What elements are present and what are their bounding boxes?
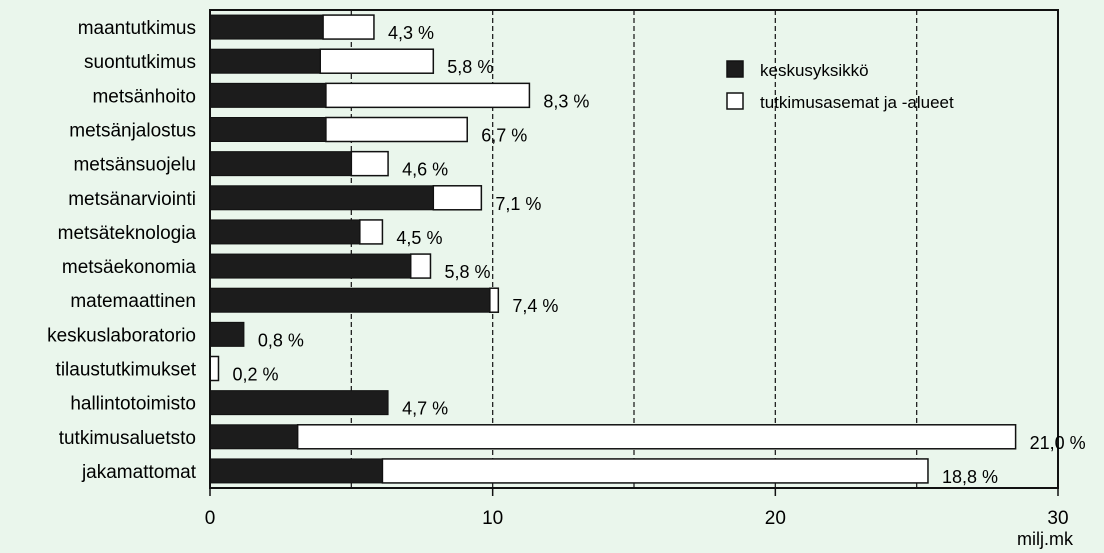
category-label: hallintotoimisto xyxy=(70,394,196,415)
bar-segment-keskusyksikko xyxy=(209,219,361,245)
data-label: 21,0 % xyxy=(1030,433,1086,453)
category-label: jakamattomat xyxy=(81,462,197,483)
bar-segment-keskusyksikko xyxy=(209,185,434,211)
plot-frame xyxy=(209,9,1059,489)
bar-segment-keskusyksikko xyxy=(209,14,324,40)
category-label: metsänarviointi xyxy=(68,189,196,210)
bar-segment-keskusyksikko xyxy=(209,82,327,108)
data-label: 7,1 % xyxy=(495,194,541,214)
bar-segment-keskusyksikko xyxy=(209,253,412,279)
x-tick-label: 30 xyxy=(1047,508,1068,529)
legend: keskusyksikkö tutkimusasemat ja -alueet xyxy=(726,60,954,112)
bar-segment-tutkimusasemat xyxy=(359,219,384,245)
bar-segment-keskusyksikko xyxy=(209,321,245,347)
legend-swatch-tutkimusasemat xyxy=(726,92,744,110)
x-axis: 0 10 20 30 xyxy=(205,488,1069,529)
data-label: 4,3 % xyxy=(388,23,434,43)
data-label: 5,8 % xyxy=(444,262,490,282)
data-label: 0,8 % xyxy=(258,330,304,350)
bar-segment-keskusyksikko xyxy=(209,424,299,450)
bar-segment-tutkimusasemat xyxy=(350,150,389,177)
bar-segment-tutkimusasemat xyxy=(325,82,531,109)
bar-segment-tutkimusasemat xyxy=(319,48,435,74)
x-axis-unit-label: milj.mk xyxy=(1017,529,1074,549)
labels-layer: maantutkimus 4,3 % suontutkimus 5,8 % metsän… xyxy=(47,18,1086,487)
data-label: 4,6 % xyxy=(402,160,448,180)
bar-segment-tutkimusasemat xyxy=(381,458,929,484)
data-label: 7,4 % xyxy=(512,296,558,316)
legend-swatch-keskusyksikko xyxy=(726,60,744,78)
category-label: metsänsuojelu xyxy=(73,155,196,176)
data-label: 4,5 % xyxy=(396,228,442,248)
legend-label-keskusyksikko: keskusyksikkö xyxy=(760,61,869,80)
bar-segment-keskusyksikko xyxy=(209,390,389,416)
category-label: keskuslaboratorio xyxy=(47,325,196,346)
bar-segment-tutkimusasemat xyxy=(296,424,1017,450)
data-label: 0,2 % xyxy=(232,365,278,385)
bar-segment-tutkimusasemat xyxy=(325,116,468,143)
category-label: metsäteknologia xyxy=(58,223,197,244)
bar-segment-keskusyksikko xyxy=(209,151,352,177)
category-label: metsäekonomia xyxy=(62,257,197,278)
x-tick-label: 20 xyxy=(765,508,786,529)
bar-segment-keskusyksikko xyxy=(209,287,491,313)
data-label: 6,7 % xyxy=(481,126,527,146)
legend-label-tutkimusasemat: tutkimusasemat ja -alueet xyxy=(760,93,954,112)
bar-segment-tutkimusasemat xyxy=(432,185,483,211)
data-label: 5,8 % xyxy=(447,57,493,77)
bar-segment-tutkimusasemat xyxy=(209,355,220,382)
bar-segment-tutkimusasemat xyxy=(489,287,500,313)
category-label: tilaustutkimukset xyxy=(56,360,197,381)
bars-layer xyxy=(209,14,1017,484)
category-label: matemaattinen xyxy=(70,291,196,312)
category-label: maantutkimus xyxy=(78,18,196,39)
data-label: 8,3 % xyxy=(543,91,589,111)
category-label: metsänhoito xyxy=(92,86,196,107)
bar-segment-keskusyksikko xyxy=(209,48,321,74)
category-label: tutkimusaluetsto xyxy=(59,428,196,449)
category-label: metsänjalostus xyxy=(69,121,196,142)
category-label: suontutkimus xyxy=(84,52,196,73)
data-label: 18,8 % xyxy=(942,467,998,487)
bar-segment-keskusyksikko xyxy=(209,458,383,484)
x-tick-label: 0 xyxy=(205,508,216,529)
bar-segment-tutkimusasemat xyxy=(409,253,432,279)
data-label: 4,7 % xyxy=(402,399,448,419)
x-tick-label: 10 xyxy=(482,508,503,529)
bar-segment-keskusyksikko xyxy=(209,117,327,142)
bar-segment-tutkimusasemat xyxy=(322,14,375,40)
